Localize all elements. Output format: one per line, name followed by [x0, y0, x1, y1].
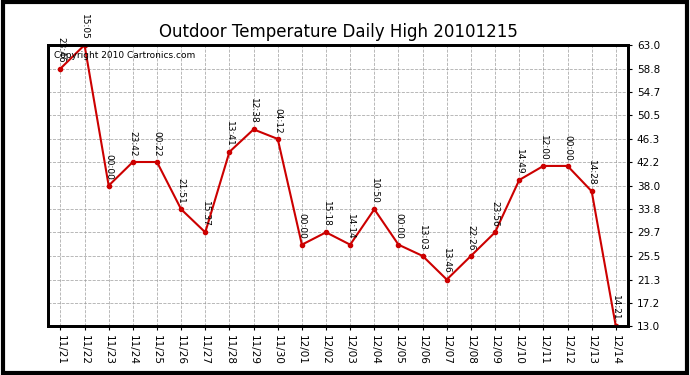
Text: 00:00: 00:00: [104, 154, 113, 180]
Text: Copyright 2010 Cartronics.com: Copyright 2010 Cartronics.com: [54, 51, 195, 60]
Title: Outdoor Temperature Daily High 20101215: Outdoor Temperature Daily High 20101215: [159, 22, 518, 40]
Text: 15:18: 15:18: [322, 201, 331, 227]
Text: 15:05: 15:05: [80, 13, 89, 39]
Text: 00:00: 00:00: [394, 213, 403, 239]
Text: 00:00: 00:00: [297, 213, 306, 239]
Text: 14:14: 14:14: [346, 213, 355, 239]
Text: 13:03: 13:03: [418, 225, 427, 251]
Text: 22:26: 22:26: [466, 225, 475, 251]
Text: 00:00: 00:00: [563, 135, 572, 160]
Text: 00:22: 00:22: [152, 131, 161, 156]
Text: 12:38: 12:38: [249, 98, 258, 124]
Text: 15:37: 15:37: [201, 201, 210, 227]
Text: 23:46: 23:46: [56, 38, 65, 63]
Text: 04:12: 04:12: [273, 108, 282, 134]
Text: 14:28: 14:28: [587, 160, 596, 186]
Text: 13:46: 13:46: [442, 248, 451, 274]
Text: 12:00: 12:00: [539, 135, 548, 160]
Text: 23:56: 23:56: [491, 201, 500, 227]
Text: 14:49: 14:49: [515, 149, 524, 174]
Text: 13:41: 13:41: [225, 121, 234, 146]
Text: 10:50: 10:50: [370, 178, 379, 204]
Text: 23:42: 23:42: [128, 131, 137, 156]
Text: 14:21: 14:21: [611, 295, 620, 321]
Text: 21:51: 21:51: [177, 178, 186, 204]
